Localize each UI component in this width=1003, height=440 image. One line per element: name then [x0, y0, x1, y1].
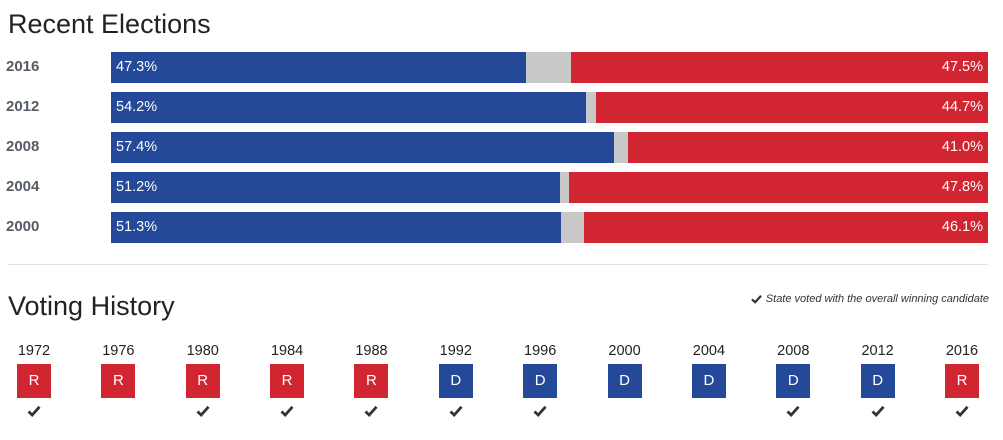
party-badge: R: [185, 364, 220, 398]
party-badge: R: [354, 364, 389, 398]
party-badge: D: [776, 364, 811, 398]
election-bar-row: 57.4% 41.0%: [111, 132, 988, 163]
rep-bar: [568, 172, 988, 203]
checkmark-icon: [750, 295, 762, 304]
dem-percent-label: 47.3%: [116, 59, 158, 75]
party-badge: R: [270, 364, 305, 398]
recent-elections-title: Recent Elections: [8, 9, 211, 39]
rep-percent-label: 46.1%: [941, 219, 983, 235]
history-year-column: 1992 D: [426, 343, 486, 418]
election-bar-row: 47.3% 47.5%: [111, 52, 988, 83]
party-badge: R: [101, 364, 136, 398]
history-year-column: 2000 D: [595, 343, 655, 416]
section-divider: [8, 264, 988, 265]
checkmark-placeholder: [702, 404, 716, 416]
checkmark-icon: [449, 404, 463, 418]
history-year-label: 2000: [608, 343, 641, 359]
history-year-column: 2008 D: [763, 343, 823, 418]
election-year-label: 2008: [6, 138, 40, 155]
history-year-label: 1980: [186, 343, 219, 359]
history-year-label: 1972: [17, 343, 51, 359]
party-badge: D: [523, 364, 558, 398]
election-bar-row: 54.2% 44.7%: [111, 92, 988, 123]
dem-bar: [111, 212, 561, 243]
election-year-label: 2004: [6, 178, 40, 195]
history-year-column: 1972 R: [4, 343, 64, 418]
rep-percent-label: 41.0%: [941, 139, 983, 155]
rep-bar: [595, 92, 988, 123]
checkmark-icon: [196, 404, 210, 418]
history-year-label: 2012: [861, 343, 894, 359]
election-bar-row: 51.2% 47.8%: [111, 172, 988, 203]
history-year-column: 1976 R: [88, 343, 148, 416]
election-bar-row: 51.3% 46.1%: [111, 212, 988, 243]
history-year-column: 1988 R: [341, 343, 401, 418]
rep-percent-label: 44.7%: [941, 99, 983, 115]
party-badge: D: [438, 364, 473, 398]
history-year-column: 1996 D: [510, 343, 570, 418]
checkmark-icon: [533, 404, 547, 418]
dem-percent-label: 54.2%: [116, 99, 158, 115]
history-year-column: 2016 R: [932, 343, 992, 418]
party-badge: R: [17, 364, 51, 398]
rep-bar: [628, 132, 988, 163]
election-year-label: 2016: [6, 58, 40, 75]
history-year-column: 1984 R: [257, 343, 317, 418]
winner-legend: State voted with the overall winning can…: [750, 293, 989, 305]
rep-bar: [571, 52, 988, 83]
party-badge: D: [691, 364, 726, 398]
dem-bar: [111, 52, 526, 83]
history-year-column: 2012 D: [848, 343, 908, 418]
rep-percent-label: 47.8%: [941, 179, 983, 195]
dem-bar: [111, 132, 615, 163]
election-year-label: 2012: [6, 98, 40, 115]
history-year-label: 1992: [439, 343, 472, 359]
checkmark-placeholder: [618, 404, 632, 416]
dem-bar: [111, 172, 561, 203]
legend-text: State voted with the overall winning can…: [765, 293, 989, 305]
election-year-label: 2000: [6, 218, 40, 235]
rep-percent-label: 47.5%: [941, 59, 983, 75]
checkmark-icon: [364, 404, 378, 418]
history-year-label: 1988: [355, 343, 388, 359]
checkmark-icon: [786, 404, 800, 418]
history-year-column: 2004 D: [679, 343, 739, 416]
party-badge: D: [607, 364, 642, 398]
dem-percent-label: 51.3%: [116, 219, 158, 235]
checkmark-icon: [955, 404, 969, 418]
history-year-label: 2016: [945, 343, 979, 359]
party-badge: D: [860, 364, 895, 398]
history-year-label: 2004: [692, 343, 726, 359]
dem-bar: [111, 92, 587, 123]
checkmark-icon: [871, 404, 885, 418]
voting-history-title: Voting History: [8, 291, 175, 321]
rep-bar: [583, 212, 988, 243]
dem-percent-label: 51.2%: [116, 179, 158, 195]
history-year-label: 1976: [102, 343, 135, 359]
party-badge: R: [945, 364, 979, 398]
checkmark-placeholder: [111, 404, 125, 416]
history-year-label: 1996: [524, 343, 557, 359]
checkmark-icon: [27, 404, 41, 418]
checkmark-icon: [280, 404, 294, 418]
dem-percent-label: 57.4%: [116, 139, 158, 155]
history-year-column: 1980 R: [173, 343, 233, 418]
history-year-label: 2008: [777, 343, 810, 359]
history-year-label: 1984: [270, 343, 304, 359]
